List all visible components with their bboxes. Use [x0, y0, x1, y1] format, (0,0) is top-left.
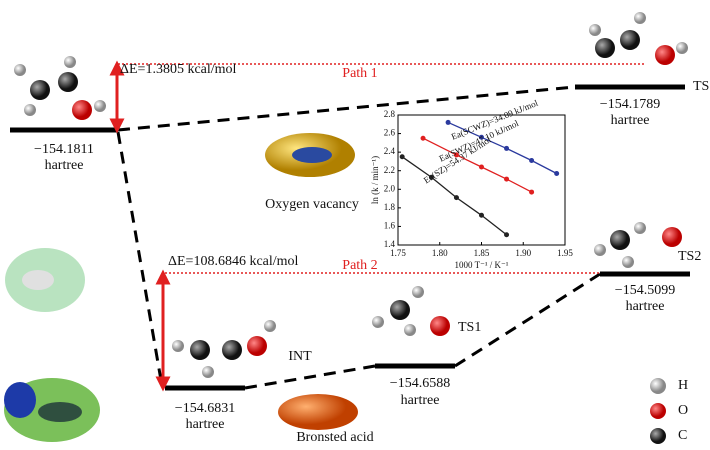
connector	[245, 366, 375, 388]
state-label: TS2	[678, 249, 701, 264]
point	[504, 232, 509, 237]
figure: ΔE=1.3805 kcal/mol Path 1 ΔE=108.6846 kc…	[0, 0, 710, 445]
legend-label: H	[678, 378, 688, 393]
point	[421, 136, 426, 141]
point	[504, 177, 509, 182]
legend-label: C	[678, 428, 687, 443]
caption: Bronsted acid	[296, 430, 373, 445]
unit: hartree	[626, 299, 665, 314]
unit: hartree	[401, 393, 440, 408]
delta-label: ΔE=1.3805 kcal/mol	[120, 62, 237, 77]
y-tick-label: 2.8	[384, 109, 396, 119]
point	[446, 120, 451, 125]
inset-chart: 1.75 1.80 1.85 1.90 1.95 1.4 1.6 1.8 2.0 2.2 2.4 2.…	[370, 98, 573, 270]
caption: Oxygen vacancy	[265, 197, 359, 212]
state-label: TS1	[458, 320, 481, 335]
x-tick-label: 1.95	[557, 248, 573, 258]
x-tick-label: 1.85	[474, 248, 490, 258]
y-axis-label: ln (k / min⁻¹)	[370, 156, 380, 204]
unit: hartree	[611, 113, 650, 128]
x-tick-label: 1.80	[432, 248, 448, 258]
point	[504, 146, 509, 151]
point	[529, 158, 534, 163]
y-tick-label: 1.6	[384, 220, 396, 230]
connector	[118, 132, 162, 386]
energy: −154.1789	[600, 97, 660, 112]
point	[454, 195, 459, 200]
y-tick-label: 1.8	[384, 202, 396, 212]
energy: −154.6831	[175, 401, 235, 416]
y-tick-label: 2.6	[384, 128, 396, 138]
y-tick-label: 1.4	[384, 239, 396, 249]
unit: hartree	[45, 158, 84, 173]
levels	[10, 87, 690, 388]
state-label: TS	[693, 79, 709, 94]
point	[554, 171, 559, 176]
unit: hartree	[186, 417, 225, 432]
x-tick-label: 1.75	[390, 248, 406, 258]
energy: −154.6588	[390, 376, 450, 391]
point	[479, 213, 484, 218]
reference-lines	[118, 64, 645, 273]
legend-label: O	[678, 403, 688, 418]
state-label: INT	[288, 349, 312, 364]
point	[400, 154, 405, 159]
y-tick-label: 2.4	[384, 146, 396, 156]
y-tick-label: 2.2	[384, 165, 395, 175]
path-label: Path 2	[342, 258, 377, 273]
energy: −154.5099	[615, 283, 675, 298]
point	[529, 190, 534, 195]
x-tick-label: 1.90	[515, 248, 531, 258]
delta-label: ΔE=108.6846 kcal/mol	[168, 254, 299, 269]
path-label: Path 1	[342, 66, 377, 81]
y-tick-label: 2.0	[384, 183, 396, 193]
x-axis-label: 1000 T⁻¹ / K⁻¹	[455, 260, 509, 270]
point	[479, 165, 484, 170]
energy: −154.1811	[34, 142, 94, 157]
